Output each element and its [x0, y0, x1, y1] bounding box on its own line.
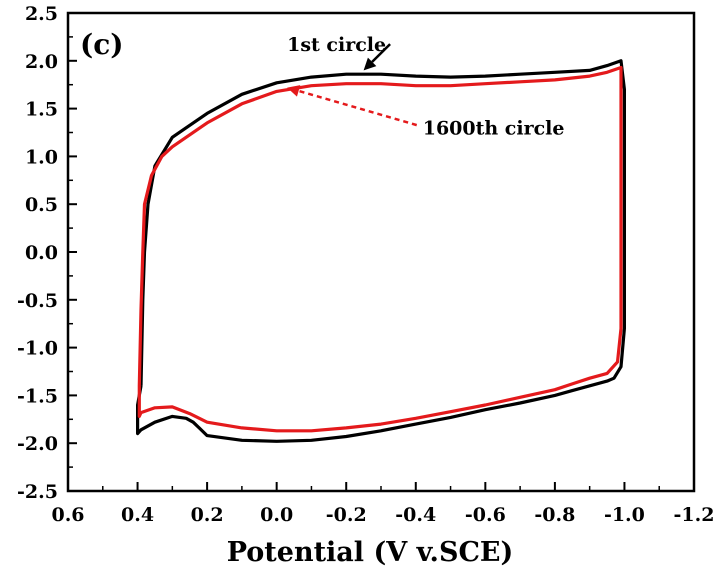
y-tick-label: 0.5 — [25, 194, 58, 216]
annotation-arrow-head — [363, 57, 377, 71]
y-tick-label: -2.5 — [17, 481, 58, 503]
y-tick-label: 1.5 — [25, 99, 58, 121]
annotation-arrow-shaft — [298, 89, 418, 127]
x-tick-label: 0.4 — [121, 504, 154, 526]
x-tick-label: 0.2 — [191, 504, 224, 526]
annotation-label: 1600th circle — [423, 117, 565, 139]
series-group — [136, 59, 626, 443]
x-tick-label: -0.4 — [395, 504, 436, 526]
annotation-label: 1st circle — [287, 34, 386, 56]
series-line-2 — [137, 65, 623, 433]
x-tick-label: -1.2 — [674, 504, 715, 526]
x-tick-label: -1.0 — [604, 504, 645, 526]
y-tick-label: -1.0 — [17, 338, 58, 360]
x-tick-label: -0.6 — [465, 504, 506, 526]
x-tick-label: 0.0 — [260, 504, 293, 526]
x-axis-ticks: 0.6 0.4 0.2 0.0 -0.2 -0.4 -0.6 -0.8 -1.0 -1.2 — [51, 482, 714, 526]
panel-label: (c) — [80, 28, 124, 61]
y-tick-label: -2.0 — [17, 433, 58, 455]
y-tick-label: 0.0 — [25, 242, 58, 264]
series-line-1 — [136, 59, 626, 443]
annotations-group: 1st circle 1600th circle — [287, 34, 564, 139]
y-tick-label: 2.5 — [25, 3, 58, 25]
x-tick-label: 0.6 — [51, 504, 84, 526]
y-axis-ticks: -2.5 -2.0 -1.5 -1.0 -0.5 0.0 0.5 1.0 1.5 2.0 2.5 — [17, 3, 77, 503]
y-tick-label: 1.0 — [25, 146, 58, 168]
annotation-arrow-shaft — [371, 43, 391, 63]
y-tick-label: -0.5 — [17, 290, 58, 312]
y-tick-label: 2.0 — [25, 51, 58, 73]
annotation-arrow-head — [287, 85, 301, 97]
y-tick-label: -1.5 — [17, 385, 58, 407]
x-axis-title: Potential (V v.SCE) — [227, 537, 514, 568]
x-tick-label: -0.8 — [534, 504, 575, 526]
x-tick-label: -0.2 — [326, 504, 367, 526]
